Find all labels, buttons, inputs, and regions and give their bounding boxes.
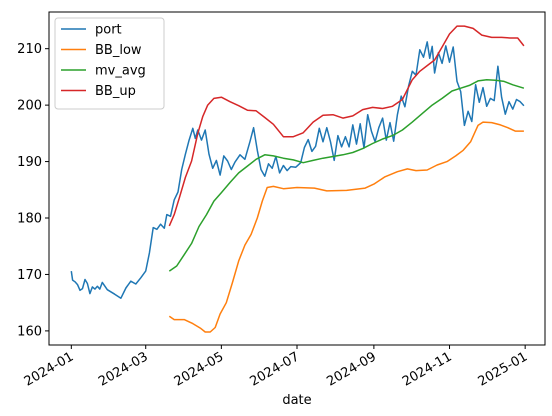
legend-label: mv_avg <box>95 64 146 79</box>
series-line-bb-up <box>168 25 525 227</box>
y-tick-label: 180 <box>17 212 42 227</box>
x-tick-label: 2024-01 <box>22 349 77 389</box>
y-tick-label: 160 <box>17 324 42 339</box>
axes-frame <box>48 11 546 346</box>
x-tick-label: 2025-01 <box>476 349 531 389</box>
legend: port BB_low mv_avg BB_up <box>54 17 165 110</box>
legend-label: BB_up <box>95 84 136 99</box>
legend-label: port <box>95 23 122 38</box>
x-tick-label: 2024-07 <box>247 349 302 389</box>
series-line-port <box>70 41 525 299</box>
y-tick-label: 190 <box>17 155 42 170</box>
y-tick-label: 200 <box>17 99 42 114</box>
x-tick-label: 2024-09 <box>324 349 379 389</box>
series-line-mv-avg <box>168 78 525 272</box>
y-tick-label: 210 <box>17 42 42 57</box>
x-tick-label: 2024-03 <box>96 349 151 389</box>
legend-box <box>54 17 165 110</box>
plot-area <box>70 25 525 333</box>
x-tick-label: 2024-05 <box>172 349 227 389</box>
x-axis-title: date <box>282 393 311 408</box>
series-line-bb-low <box>168 121 524 333</box>
x-tick-label: 2024-11 <box>400 349 455 389</box>
y-tick-label: 170 <box>17 268 42 283</box>
legend-label: BB_low <box>95 43 142 58</box>
